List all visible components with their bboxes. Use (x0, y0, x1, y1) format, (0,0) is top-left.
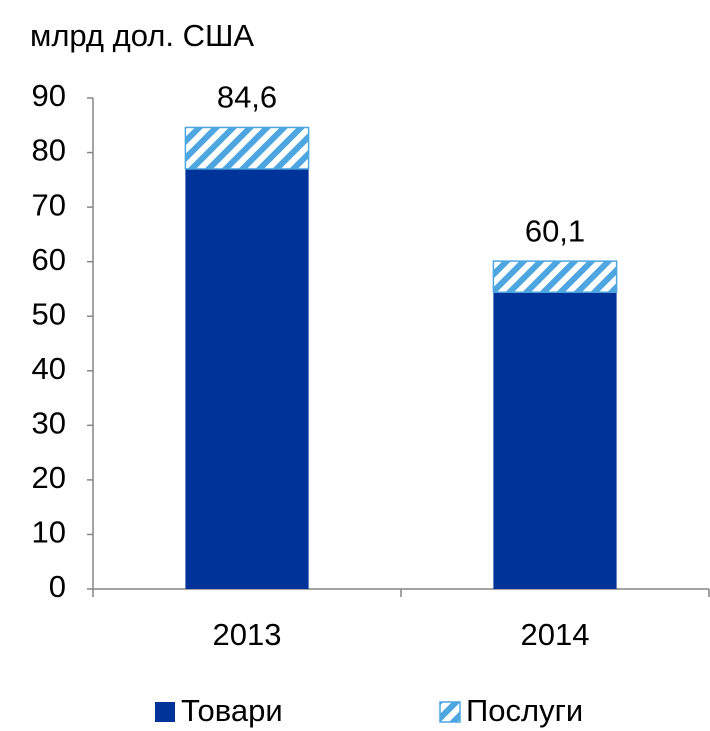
legend-swatch (439, 701, 461, 723)
legend-label: Товари (181, 693, 283, 728)
y-tick-label: 80 (32, 133, 66, 168)
x-tick-label: 2014 (521, 617, 590, 652)
y-tick-label: 10 (32, 515, 66, 550)
y-tick-label: 50 (32, 296, 66, 331)
bar-segment (185, 168, 309, 589)
y-tick-label: 90 (32, 78, 66, 113)
y-tick-label: 70 (32, 187, 66, 222)
y-tick-label: 60 (32, 242, 66, 277)
bar-segment (492, 260, 618, 293)
chart-title: млрд дол. США (30, 18, 254, 53)
total-label: 60,1 (525, 213, 585, 248)
total-label: 84,6 (217, 80, 277, 115)
legend-swatch (155, 702, 175, 722)
x-tick-label: 2013 (213, 617, 282, 652)
y-tick-label: 30 (32, 406, 66, 441)
bar-segment (184, 126, 310, 170)
y-tick-label: 40 (32, 351, 66, 386)
y-tick-label: 0 (49, 569, 66, 604)
bar-segment (493, 292, 617, 589)
y-tick-label: 20 (32, 460, 66, 495)
legend-label: Послуги (466, 693, 583, 728)
